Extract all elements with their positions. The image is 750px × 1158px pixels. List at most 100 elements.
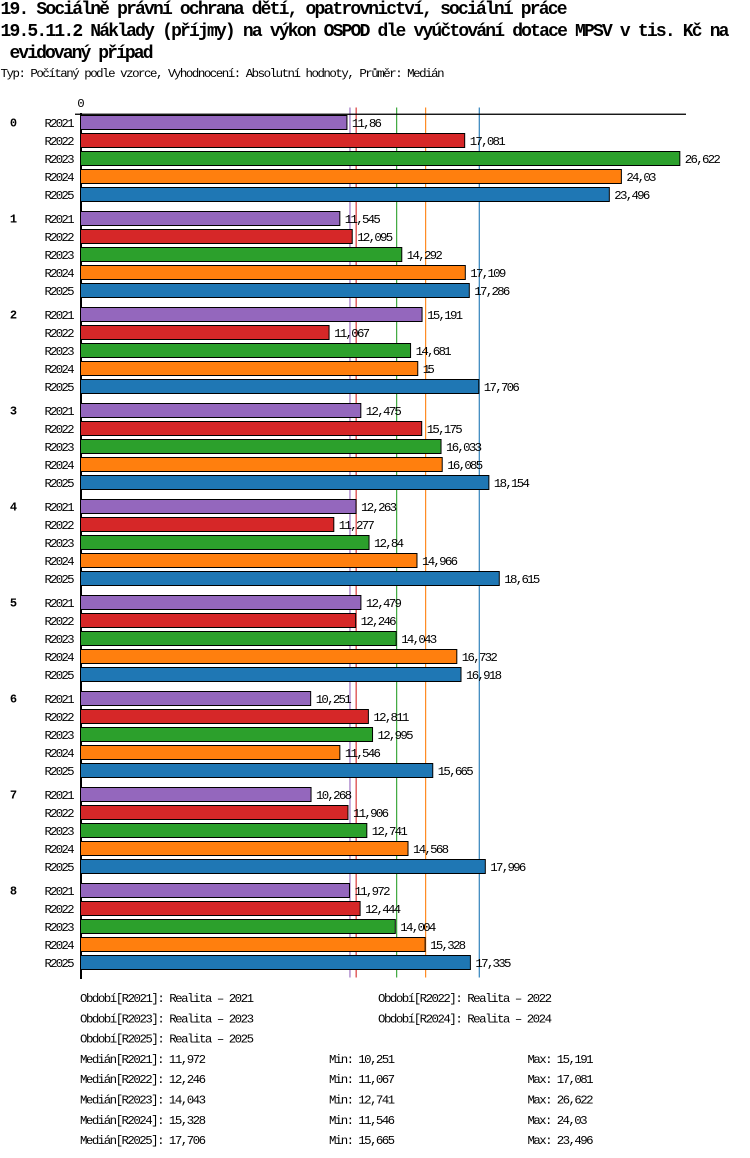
svg-text:R2024: R2024 [45, 747, 75, 761]
svg-text:11,972: 11,972 [355, 885, 391, 899]
svg-text:R2025: R2025 [45, 189, 75, 203]
svg-text:R2022: R2022 [45, 423, 75, 437]
svg-text:24,03: 24,03 [626, 171, 656, 185]
svg-text:19. Sociálně právní ochrana dě: 19. Sociálně právní ochrana dětí, opatro… [1, 0, 568, 20]
svg-text:R2021: R2021 [45, 405, 75, 419]
svg-text:R2023: R2023 [45, 921, 75, 935]
svg-text:R2021: R2021 [45, 213, 75, 227]
svg-text:R2025: R2025 [45, 957, 75, 971]
svg-text:11,067: 11,067 [334, 327, 370, 341]
svg-text:Max: 24,03: Max: 24,03 [528, 1114, 588, 1128]
svg-text:14,568: 14,568 [413, 843, 449, 857]
svg-text:15,328: 15,328 [430, 939, 466, 953]
svg-text:18,154: 18,154 [494, 477, 530, 491]
svg-text:15,191: 15,191 [427, 309, 463, 323]
svg-text:Období[R2025]: Realita – 2025: Období[R2025]: Realita – 2025 [80, 1033, 254, 1047]
svg-text:Medián[R2023]: 14,043: Medián[R2023]: 14,043 [80, 1094, 206, 1108]
svg-text:R2023: R2023 [45, 729, 75, 743]
svg-text:Max: 17,081: Max: 17,081 [528, 1073, 594, 1087]
svg-text:Max: 23,496: Max: 23,496 [528, 1134, 594, 1148]
svg-text:R2025: R2025 [45, 477, 75, 491]
svg-text:12,246: 12,246 [361, 615, 397, 629]
svg-text:17,286: 17,286 [474, 285, 510, 299]
svg-text:R2023: R2023 [45, 825, 75, 839]
svg-text:R2025: R2025 [45, 861, 75, 875]
svg-text:R2022: R2022 [45, 231, 75, 245]
svg-text:R2022: R2022 [45, 903, 75, 917]
svg-text:R2023: R2023 [45, 633, 75, 647]
svg-text:17,706: 17,706 [484, 381, 520, 395]
svg-text:12,479: 12,479 [366, 597, 402, 611]
svg-text:3: 3 [10, 405, 17, 419]
svg-text:18,615: 18,615 [504, 573, 540, 587]
svg-text:R2022: R2022 [45, 519, 75, 533]
svg-text:R2021: R2021 [45, 693, 75, 707]
svg-text:Min: 12,741: Min: 12,741 [329, 1094, 395, 1108]
svg-text:15,175: 15,175 [427, 423, 463, 437]
svg-text:14,292: 14,292 [407, 249, 443, 263]
svg-text:R2025: R2025 [45, 573, 75, 587]
svg-text:R2023: R2023 [45, 153, 75, 167]
svg-text:Min: 10,251: Min: 10,251 [329, 1053, 395, 1067]
svg-text:11,546: 11,546 [345, 747, 381, 761]
svg-text:R2025: R2025 [45, 285, 75, 299]
svg-text:14,004: 14,004 [400, 921, 436, 935]
svg-text:Medián[R2024]: 15,328: Medián[R2024]: 15,328 [80, 1114, 206, 1128]
svg-text:R2021: R2021 [45, 117, 75, 131]
svg-text:11,86: 11,86 [352, 117, 382, 131]
svg-text:R2022: R2022 [45, 615, 75, 629]
svg-text:17,109: 17,109 [470, 267, 506, 281]
svg-text:Min: 15,665: Min: 15,665 [329, 1134, 395, 1148]
svg-text:12,84: 12,84 [374, 537, 404, 551]
svg-text:Medián[R2021]: 11,972: Medián[R2021]: 11,972 [80, 1053, 206, 1067]
svg-text:R2022: R2022 [45, 327, 75, 341]
svg-text:10,251: 10,251 [316, 693, 352, 707]
svg-text:R2021: R2021 [45, 501, 75, 515]
svg-text:12,995: 12,995 [378, 729, 414, 743]
svg-text:R2024: R2024 [45, 171, 75, 185]
svg-text:R2022: R2022 [45, 807, 75, 821]
svg-text:R2021: R2021 [45, 309, 75, 323]
svg-text:R2021: R2021 [45, 885, 75, 899]
svg-text:14,966: 14,966 [422, 555, 458, 569]
svg-text:11,906: 11,906 [353, 807, 389, 821]
svg-text:17,996: 17,996 [490, 861, 526, 875]
svg-text:12,475: 12,475 [366, 405, 402, 419]
svg-text:26,622: 26,622 [685, 153, 721, 167]
svg-text:16,732: 16,732 [462, 651, 498, 665]
svg-text:14,043: 14,043 [401, 633, 437, 647]
svg-text:14,681: 14,681 [416, 345, 452, 359]
svg-text:R2023: R2023 [45, 249, 75, 263]
svg-text:8: 8 [10, 885, 17, 899]
svg-text:16,085: 16,085 [447, 459, 483, 473]
svg-text:R2023: R2023 [45, 441, 75, 455]
svg-text:6: 6 [10, 693, 17, 707]
svg-text:R2021: R2021 [45, 597, 75, 611]
svg-text:R2024: R2024 [45, 363, 75, 377]
svg-text:Min: 11,546: Min: 11,546 [329, 1114, 395, 1128]
svg-text:12,444: 12,444 [365, 903, 401, 917]
svg-text:0: 0 [10, 117, 17, 131]
svg-text:R2021: R2021 [45, 789, 75, 803]
svg-text:Období[R2023]: Realita – 2023: Období[R2023]: Realita – 2023 [80, 1012, 254, 1026]
svg-text:17,081: 17,081 [470, 135, 506, 149]
svg-text:R2024: R2024 [45, 267, 75, 281]
svg-text:Období[R2022]: Realita – 2022: Období[R2022]: Realita – 2022 [378, 992, 552, 1006]
svg-text:Období[R2021]: Realita – 2021: Období[R2021]: Realita – 2021 [80, 992, 254, 1006]
svg-text:R2024: R2024 [45, 939, 75, 953]
svg-text:11,545: 11,545 [345, 213, 381, 227]
svg-text:R2025: R2025 [45, 381, 75, 395]
svg-text:11,277: 11,277 [339, 519, 375, 533]
svg-text:R2023: R2023 [45, 537, 75, 551]
svg-text:16,918: 16,918 [466, 669, 502, 683]
svg-text:evidovaný případ: evidovaný případ [10, 44, 154, 64]
svg-text:R2023: R2023 [45, 345, 75, 359]
svg-text:Medián[R2025]: 17,706: Medián[R2025]: 17,706 [80, 1134, 206, 1148]
svg-text:Medián[R2022]: 12,246: Medián[R2022]: 12,246 [80, 1073, 206, 1087]
svg-text:R2022: R2022 [45, 711, 75, 725]
svg-text:12,095: 12,095 [357, 231, 393, 245]
svg-text:4: 4 [10, 501, 17, 515]
svg-text:0: 0 [77, 97, 84, 111]
svg-text:R2024: R2024 [45, 555, 75, 569]
svg-text:16,033: 16,033 [446, 441, 482, 455]
